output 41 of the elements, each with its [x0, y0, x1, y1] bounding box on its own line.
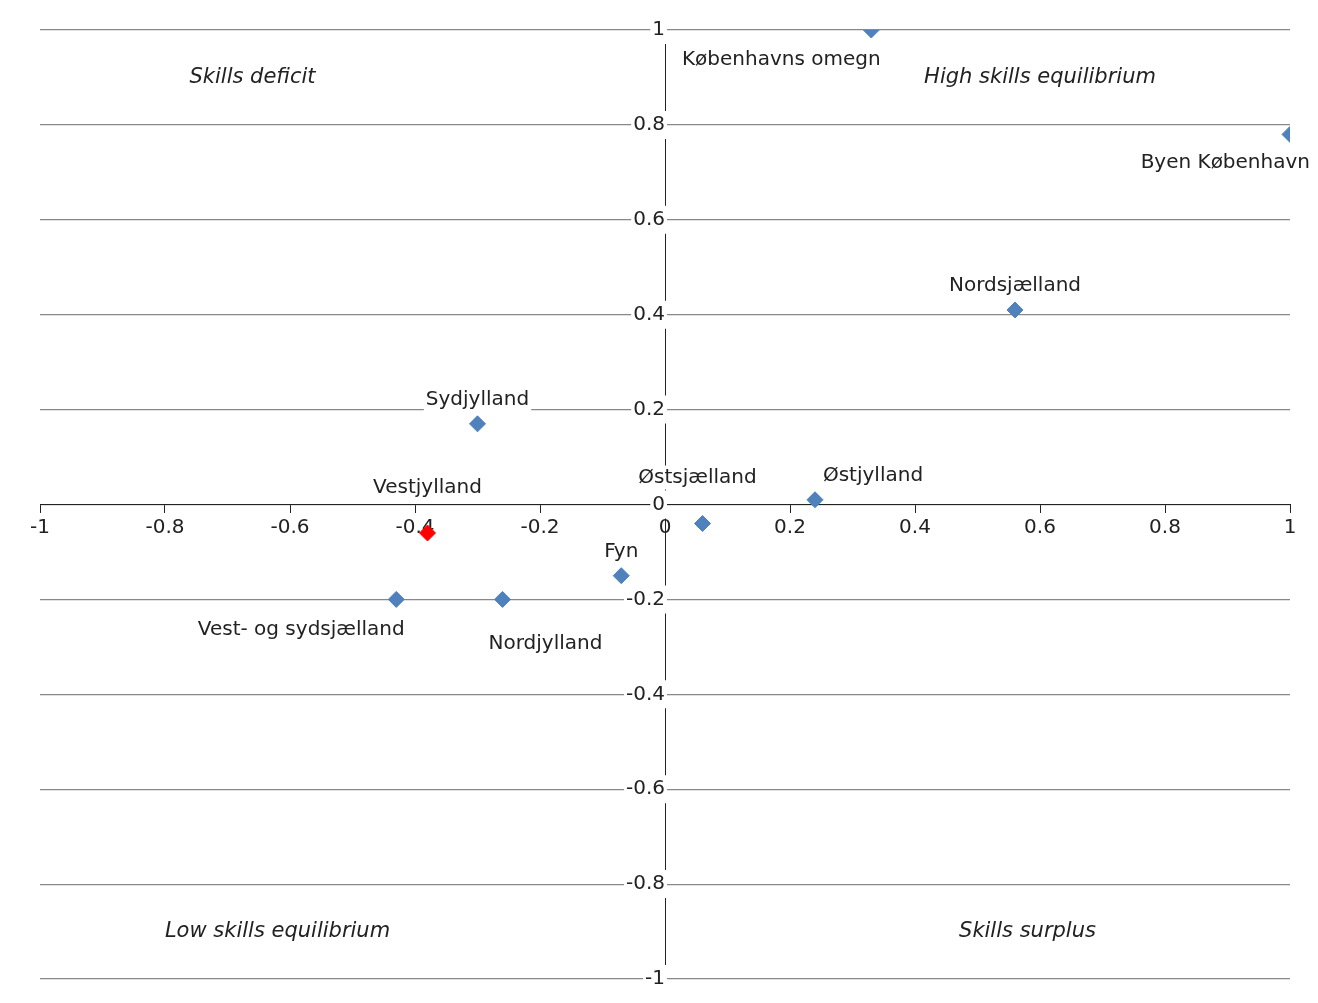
point: [694, 514, 711, 532]
x-tick-label: 0.2: [774, 513, 806, 538]
data-label: Nordsjælland: [948, 272, 1082, 297]
x-tick-label: -1: [30, 513, 50, 538]
point: [806, 491, 824, 509]
y-tick-label: -1: [645, 965, 665, 990]
point: [494, 590, 511, 608]
annotation: Skills deficit: [189, 63, 317, 88]
y-tick-label: -0.4: [625, 680, 665, 705]
x-tick-label: 0.8: [1149, 513, 1181, 538]
y-tick-label: 0: [652, 490, 665, 515]
y-tick-label: 0.2: [633, 395, 665, 420]
y-tick-label: 0.8: [633, 111, 665, 136]
point: [612, 567, 630, 585]
x-tick-label: 0.4: [899, 513, 931, 538]
point: [469, 415, 486, 433]
y-tick-label: 0.4: [633, 300, 665, 325]
x-tick-label: -0.6: [270, 513, 310, 538]
data-label: Nordjylland: [488, 629, 603, 654]
point: [387, 590, 405, 608]
annotation: Skills surplus: [959, 918, 1097, 942]
data-label: Vest- og sydsjælland: [197, 615, 405, 640]
x-tick-label: -0.8: [145, 513, 185, 538]
data-label: Vestjylland: [373, 474, 482, 499]
x-tick-label: 0.6: [1024, 513, 1056, 538]
x-tick-label: -0.2: [520, 513, 560, 538]
data-label: Fyn: [604, 537, 639, 562]
y-tick-label: -0.8: [625, 870, 665, 895]
annotation: High skills equilibrium: [924, 63, 1156, 88]
data-label: Østjylland: [822, 461, 924, 486]
x-tick-label: 1: [1283, 513, 1297, 538]
data-label: Københavns omegn: [681, 46, 881, 71]
y-tick-label: 1: [652, 16, 665, 41]
y-tick-label: -0.6: [625, 775, 665, 800]
y-tick-label: -0.2: [625, 585, 665, 610]
data-label: Byen København: [1140, 148, 1310, 173]
data-label: Sydjylland: [425, 386, 530, 411]
data-label: Østsjælland: [638, 463, 757, 488]
annotation: Low skills equilibrium: [164, 918, 391, 942]
y-tick-label: 0.6: [633, 206, 665, 230]
point: [1006, 301, 1024, 319]
